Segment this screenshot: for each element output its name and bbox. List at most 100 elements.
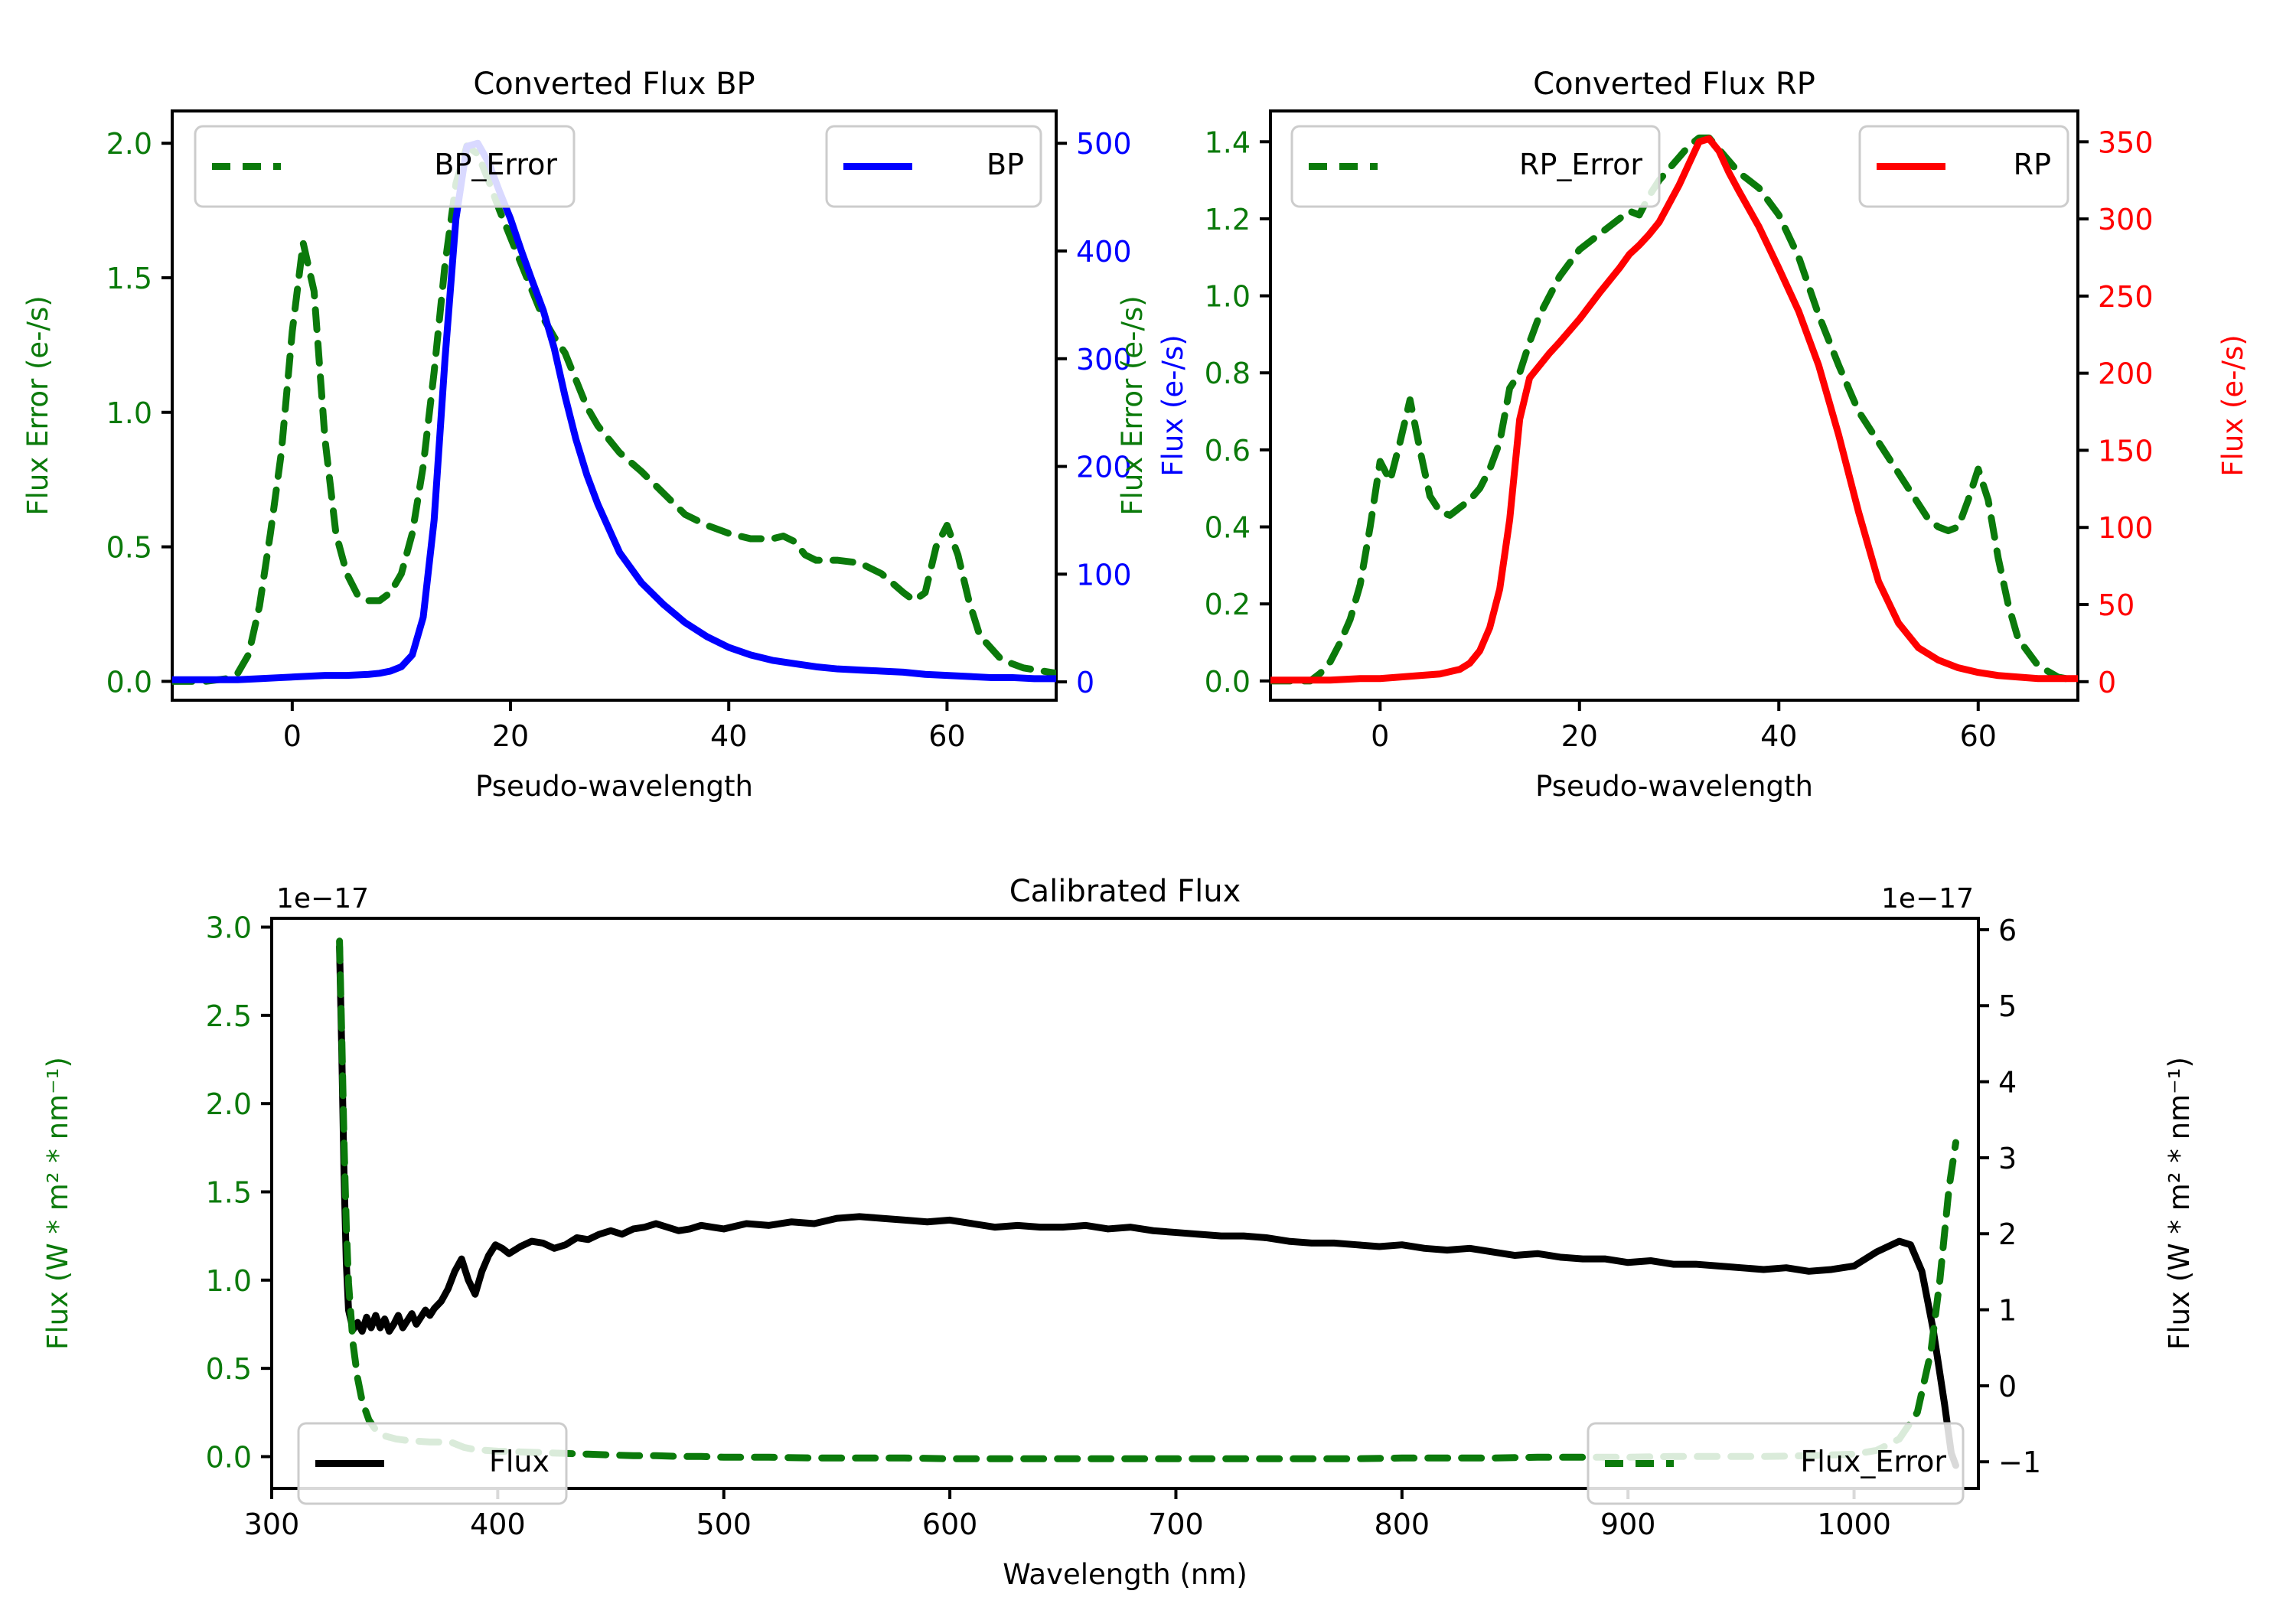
legend-flux[interactable]: Flux xyxy=(297,1422,568,1505)
x-tick-label: 1000 xyxy=(1817,1508,1891,1541)
y-left-tick-label: 3.0 xyxy=(206,911,252,945)
y-right-tick-label: 1 xyxy=(1998,1294,2017,1328)
x-tick-label: 60 xyxy=(1960,719,1997,753)
legend-bp-error[interactable]: BP_Error xyxy=(194,125,576,208)
y-right-tick-label: 50 xyxy=(2098,588,2135,622)
legend-label-rp-error: RP_Error xyxy=(1519,148,1642,181)
legend-label-flux-error: Flux_Error xyxy=(1800,1445,1946,1478)
legend-flux-error[interactable]: Flux_Error xyxy=(1587,1422,1965,1505)
y-left-tick-label: 2.0 xyxy=(206,1087,252,1121)
y-axis-label-left: Flux Error (e-/s) xyxy=(1116,295,1149,515)
y-left-tick-label: 1.0 xyxy=(206,1264,252,1298)
x-tick-label: 40 xyxy=(1760,719,1797,753)
legend-background xyxy=(194,125,576,208)
y-left-tick-label: 0.4 xyxy=(1205,511,1251,545)
x-tick-label: 900 xyxy=(1600,1508,1656,1541)
y-axis-label-right: Flux (e-/s) xyxy=(2216,334,2249,476)
y-left-tick-label: 2.5 xyxy=(206,999,252,1033)
y-left-tick-label: 1.5 xyxy=(206,1176,252,1210)
y-left-tick-label: 1.0 xyxy=(106,396,152,430)
legend-bp[interactable]: BP xyxy=(825,125,1042,208)
panel-converted-flux-bp: Converted Flux BP 0 20 40 60 Pseudo-wavelengt… xyxy=(0,54,1225,842)
series-flux-line xyxy=(336,943,1959,1469)
y-right-tick-label: 250 xyxy=(2098,280,2154,314)
x-axis-label: Pseudo-wavelength xyxy=(475,770,753,803)
x-tick-label: 700 xyxy=(1148,1508,1204,1541)
y-axis-label-right: Flux (W * m² * nm⁻¹) xyxy=(2163,1057,2196,1350)
x-tick-label: 400 xyxy=(470,1508,526,1541)
y-right-tick-label: 4 xyxy=(1998,1066,2017,1100)
legend-background xyxy=(1290,125,1661,208)
y-right-offset-text: 1e−17 xyxy=(1881,883,1974,914)
y-axis-label-left: Flux Error (e-/s) xyxy=(21,295,54,515)
y-left-offset-text: 1e−17 xyxy=(276,883,369,914)
y-left-tick-label: 1.0 xyxy=(1205,280,1251,314)
y-right-tick-label: 300 xyxy=(2098,203,2154,236)
x-tick-label: 600 xyxy=(922,1508,978,1541)
y-right-tick-label: 100 xyxy=(2098,511,2154,545)
series-rp-line xyxy=(1270,135,2078,684)
y-left-tick-label: 0.0 xyxy=(206,1440,252,1474)
plot-frame xyxy=(171,109,1058,702)
rp-chart: Converted Flux RP 0 20 40 60 Pseudo-wavelengt… xyxy=(1116,67,2249,803)
y-left-tick-label: 0.0 xyxy=(1205,665,1251,699)
y-right-tick-label: 150 xyxy=(2098,434,2154,468)
x-tick-label: 20 xyxy=(1561,719,1598,753)
panel-title: Calibrated Flux xyxy=(1009,874,1241,909)
series-bp_error-line xyxy=(172,142,1056,685)
y-right-tick-label: 3 xyxy=(1998,1142,2017,1175)
y-right-tick-label: 5 xyxy=(1998,989,2017,1023)
y-right-tick-label: 400 xyxy=(1076,235,1132,269)
calibrated-flux-chart: Calibrated Flux 300 400 500 600 700 800 900 1000… xyxy=(41,874,2196,1591)
x-tick-label: 60 xyxy=(928,719,965,753)
series-rp_error-line xyxy=(1270,134,2078,685)
x-tick-label: 500 xyxy=(696,1508,752,1541)
legend-label-bp-error: BP_Error xyxy=(434,148,557,181)
y-axis-label-right: Flux (e-/s) xyxy=(1156,334,1189,476)
y-right-tick-label: 100 xyxy=(1076,558,1132,592)
y-right-tick-label: 200 xyxy=(1076,451,1132,484)
bp-chart: Converted Flux BP 0 20 40 60 Pseudo-wavelengt… xyxy=(21,67,1189,803)
y-left-tick-label: 1.5 xyxy=(106,262,152,295)
x-tick-label: 0 xyxy=(1371,719,1389,753)
legend-background xyxy=(825,125,1042,208)
y-left-tick-label: 2.0 xyxy=(106,127,152,161)
y-right-tick-label: 350 xyxy=(2098,125,2154,159)
legend-label-flux: Flux xyxy=(489,1445,550,1478)
y-left-tick-label: 0.8 xyxy=(1205,357,1251,390)
legend-rp-error[interactable]: RP_Error xyxy=(1290,125,1661,208)
x-tick-label: 300 xyxy=(244,1508,300,1541)
x-axis-label: Pseudo-wavelength xyxy=(1535,770,1813,803)
x-tick-label: 0 xyxy=(283,719,302,753)
legend-background xyxy=(297,1422,568,1505)
y-right-tick-label: 0 xyxy=(1998,1370,2017,1403)
y-right-tick-label: 300 xyxy=(1076,343,1132,376)
x-tick-label: 20 xyxy=(492,719,529,753)
y-axis-label-left: Flux (W * m² * nm⁻¹) xyxy=(41,1057,74,1350)
x-tick-label: 800 xyxy=(1375,1508,1430,1541)
legend-background xyxy=(1587,1422,1965,1505)
series-bp-line xyxy=(172,139,1056,683)
y-right-tick-label: 500 xyxy=(1076,127,1132,161)
panel-title: Converted Flux BP xyxy=(473,67,755,102)
y-right-tick-label: 2 xyxy=(1998,1217,2017,1251)
y-left-tick-label: 0.0 xyxy=(106,665,152,699)
x-tick-label: 40 xyxy=(710,719,747,753)
y-right-tick-label: 200 xyxy=(2098,357,2154,391)
legend-label-bp: BP xyxy=(987,148,1024,181)
plot-frame xyxy=(1269,109,2079,702)
legend-background xyxy=(1858,125,2069,208)
y-left-tick-label: 0.5 xyxy=(206,1352,252,1386)
legend-rp[interactable]: RP xyxy=(1858,125,2069,208)
y-right-tick-label: 6 xyxy=(1998,914,2017,947)
y-left-tick-label: 0.5 xyxy=(106,531,152,565)
y-left-tick-label: 0.2 xyxy=(1205,588,1251,621)
y-left-tick-label: 0.6 xyxy=(1205,434,1251,468)
y-right-tick-label: 0 xyxy=(2098,666,2116,699)
panel-title: Converted Flux RP xyxy=(1533,67,1815,102)
legend-label-rp: RP xyxy=(2014,148,2051,181)
panel-calibrated-flux: Calibrated Flux 300 400 500 600 700 800 900 1000… xyxy=(0,834,2296,1607)
y-right-tick-label: −1 xyxy=(1998,1446,2041,1479)
x-axis-label: Wavelength (nm) xyxy=(1003,1558,1247,1591)
